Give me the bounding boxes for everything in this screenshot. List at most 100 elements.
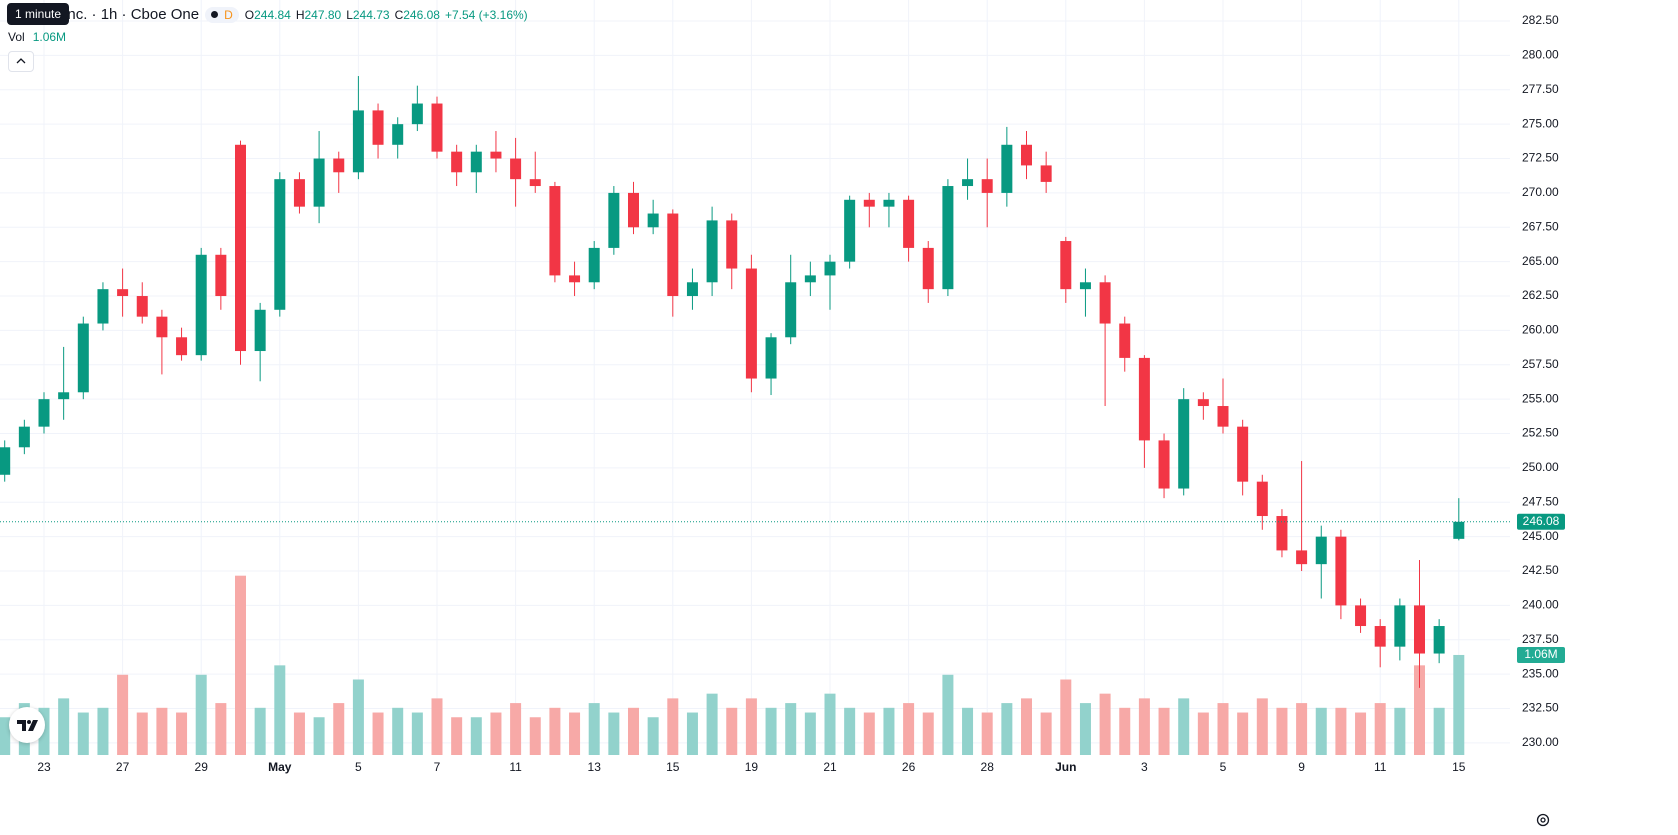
y-tick-label: 237.50 xyxy=(1522,632,1559,646)
volume-bar xyxy=(117,674,129,755)
candle-body xyxy=(274,179,286,310)
volume-bar xyxy=(215,703,227,755)
candle-body xyxy=(1040,165,1052,182)
candle-body xyxy=(235,144,246,352)
volume-bar xyxy=(529,717,541,755)
candle-body xyxy=(431,103,443,152)
volume-bar xyxy=(588,703,600,755)
volume-bar xyxy=(470,717,482,755)
candle-body xyxy=(608,192,620,248)
ohlc-key: O xyxy=(244,7,255,22)
candle-body xyxy=(529,179,541,187)
candle-body xyxy=(352,110,364,173)
volume-bar xyxy=(313,717,325,755)
candle-body xyxy=(1138,357,1150,441)
y-tick-label: 255.00 xyxy=(1522,391,1559,405)
candle-body xyxy=(1296,550,1308,565)
volume-bar xyxy=(58,698,70,755)
x-tick-label: 13 xyxy=(588,760,602,774)
y-tick-label: 230.00 xyxy=(1522,735,1559,749)
volume-bar xyxy=(1315,707,1327,755)
x-tick-label: 21 xyxy=(823,760,837,774)
x-tick-label: 15 xyxy=(1452,760,1466,774)
volume-bar xyxy=(1021,698,1032,755)
volume-bar xyxy=(372,712,384,755)
y-tick-label: 252.50 xyxy=(1522,426,1559,440)
volume-bar xyxy=(1158,707,1170,755)
volume-bar xyxy=(293,712,305,755)
candle-body xyxy=(58,392,70,400)
candle-body xyxy=(510,158,522,180)
volume-bar xyxy=(942,674,954,755)
volume-bar xyxy=(195,674,207,755)
volume-bar xyxy=(824,693,836,755)
status-badge[interactable]: D xyxy=(205,6,239,23)
candle-body xyxy=(372,110,384,145)
candle-body xyxy=(1256,481,1268,517)
ohlc-item: H247.80 xyxy=(296,8,341,22)
candle-body xyxy=(922,247,934,290)
volume-tag xyxy=(1517,646,1565,663)
candle-body xyxy=(1217,406,1229,427)
status-dot xyxy=(211,11,219,18)
candle-body xyxy=(1276,516,1288,551)
logo-mark xyxy=(17,720,38,731)
volume-bar xyxy=(1138,698,1150,755)
y-tick-label: 242.50 xyxy=(1522,563,1559,577)
candle-body xyxy=(254,309,266,352)
logo[interactable] xyxy=(9,707,45,743)
candle-body xyxy=(1197,399,1209,407)
candle-body xyxy=(156,316,168,338)
y-tick-label: 245.00 xyxy=(1522,529,1559,543)
candle-body xyxy=(981,179,993,193)
candle-body xyxy=(942,186,954,290)
candle-body xyxy=(1335,536,1347,606)
candle-body xyxy=(1237,426,1249,482)
ohlc-value: 244.84 xyxy=(254,7,291,22)
candle-body xyxy=(628,192,639,228)
candle-body xyxy=(745,268,757,379)
candle-body xyxy=(844,199,856,262)
x-tick-label: 11 xyxy=(1374,760,1387,774)
volume-bar xyxy=(1237,712,1249,755)
candle-body xyxy=(1414,605,1425,654)
volume-bar xyxy=(1296,703,1308,755)
x-tick-label: 27 xyxy=(116,760,130,774)
ohlc-item: L244.73 xyxy=(346,8,389,22)
volume-bar xyxy=(1060,679,1072,755)
volume-bar xyxy=(431,698,443,755)
candle-body xyxy=(804,275,816,283)
volume-bar xyxy=(1453,654,1465,755)
x-tick-label: 26 xyxy=(902,760,916,774)
volume-bar xyxy=(608,712,620,755)
volume-bar xyxy=(765,707,777,755)
volume-bar xyxy=(1178,698,1190,755)
candle-body xyxy=(1079,282,1091,290)
ohlc-key: H xyxy=(295,7,305,22)
x-tick-label: 5 xyxy=(355,760,362,774)
y-tick-label: 272.50 xyxy=(1522,151,1559,165)
volume-bar xyxy=(1079,703,1091,755)
candle-body xyxy=(1099,282,1111,324)
candle-body xyxy=(883,199,895,207)
candle-body xyxy=(1158,440,1170,489)
candle-body xyxy=(392,124,404,145)
candle-body xyxy=(1001,144,1013,193)
volume-bar xyxy=(274,665,286,755)
volume-bar xyxy=(97,707,109,755)
settings-icon[interactable] xyxy=(1535,812,1551,828)
volume-bar xyxy=(392,707,404,755)
collapse-button[interactable] xyxy=(8,51,34,72)
y-tick-label: 267.50 xyxy=(1522,219,1559,233)
candle-body xyxy=(686,282,698,297)
volume-bar xyxy=(1197,712,1209,755)
candle-body xyxy=(549,186,561,276)
volume-bar xyxy=(1355,712,1367,755)
volume-bar xyxy=(352,679,364,755)
volume-bar xyxy=(1001,703,1013,755)
candle-body xyxy=(569,275,581,283)
volume-bar xyxy=(451,717,463,755)
volume-bar xyxy=(686,712,698,755)
x-tick-label: 7 xyxy=(434,760,441,774)
